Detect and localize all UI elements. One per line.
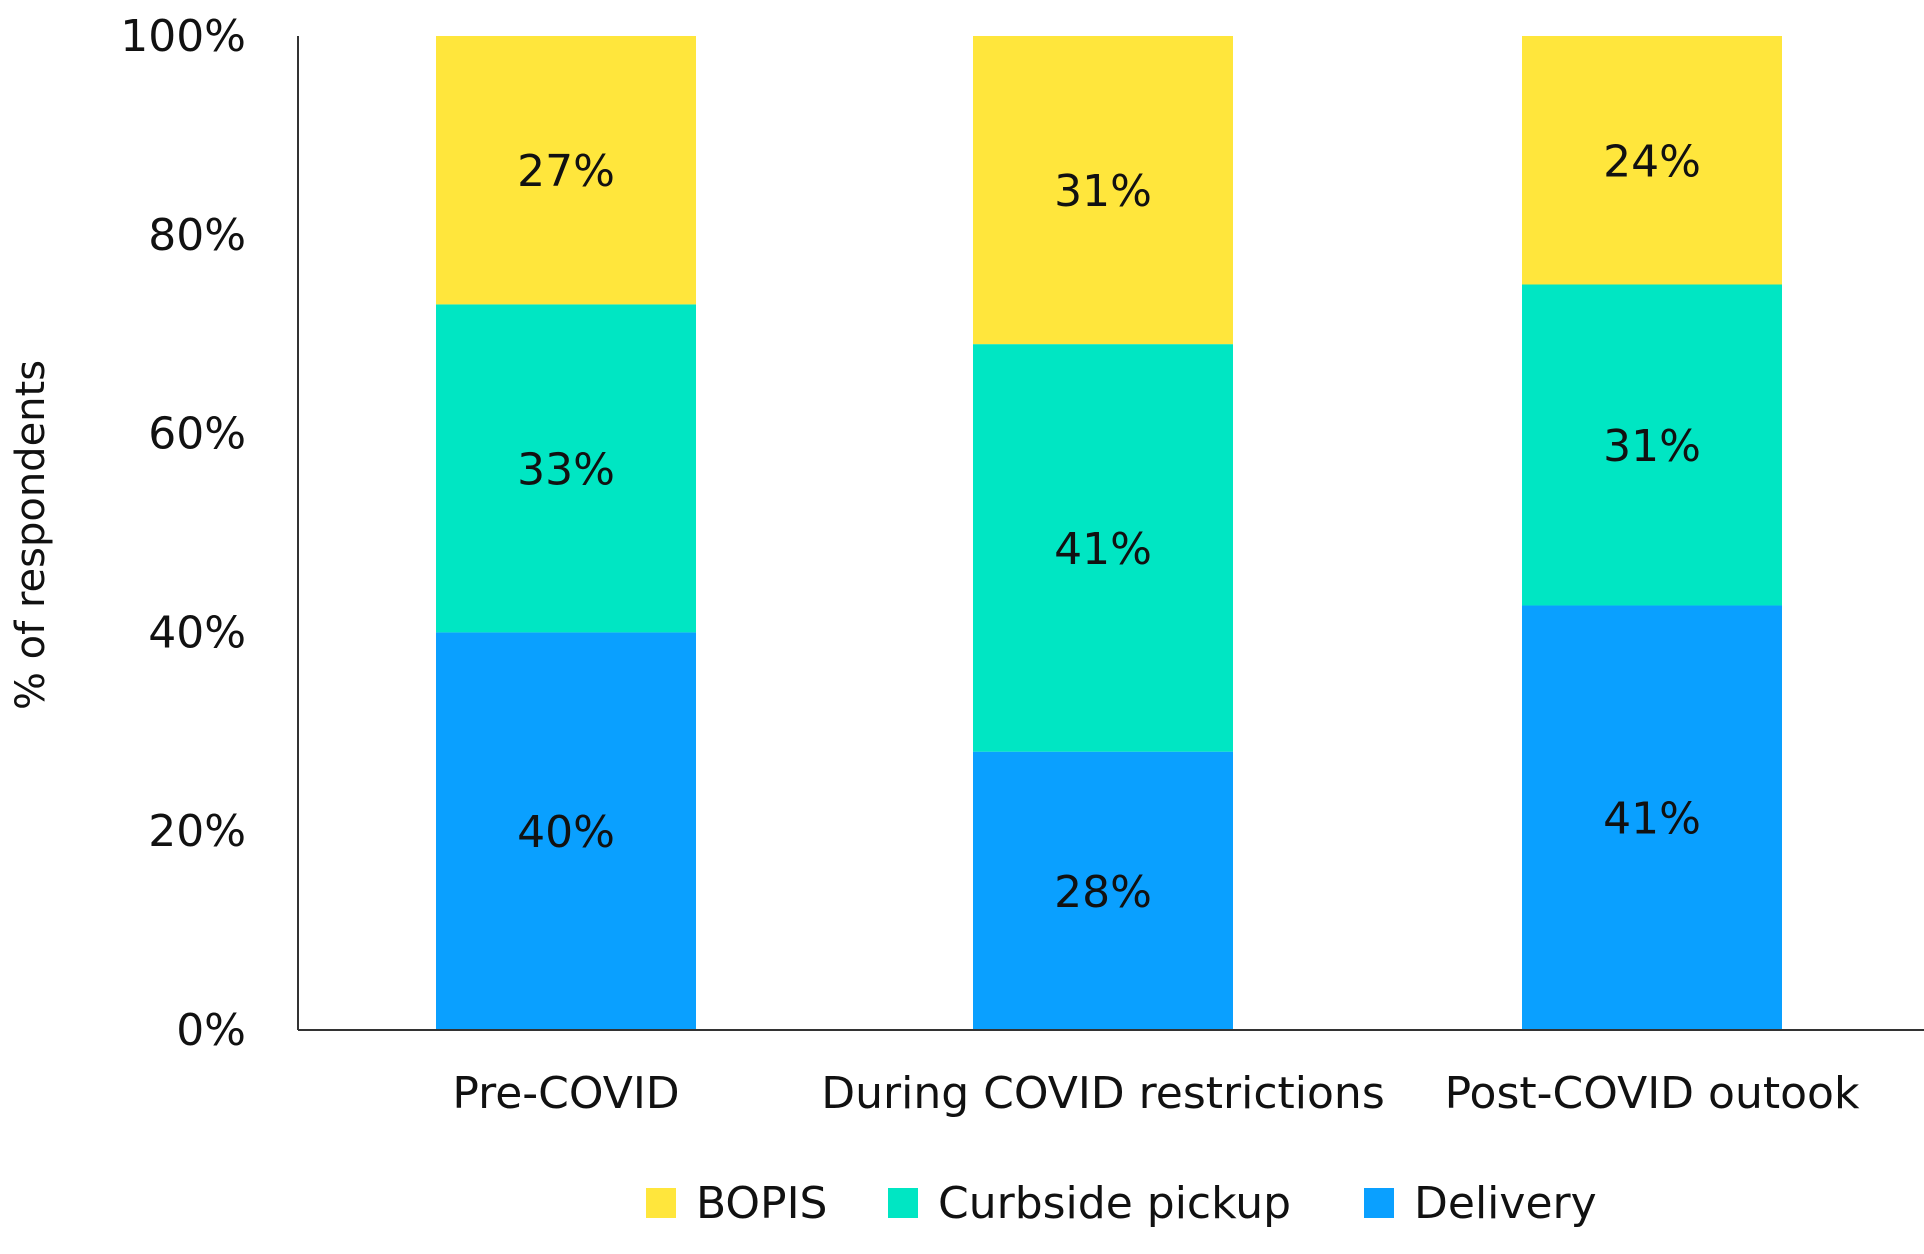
bar-segment-bopis [1522, 36, 1782, 285]
legend: BOPIS Curbside pickup Delivery [646, 1178, 1597, 1229]
legend-label: Curbside pickup [938, 1178, 1291, 1229]
data-label: 41% [1603, 794, 1701, 845]
y-tick-label: 100% [120, 11, 246, 62]
y-tick-label: 40% [148, 607, 246, 658]
y-tick-labels: 0% 20% 40% 60% 80% 100% [120, 11, 246, 1056]
y-tick-label: 0% [176, 1005, 246, 1056]
category-label: Pre-COVID [452, 1068, 679, 1119]
data-label: 40% [517, 807, 615, 858]
legend-label: Delivery [1414, 1178, 1597, 1229]
legend-swatch [646, 1188, 676, 1218]
legend-label: BOPIS [696, 1178, 827, 1229]
data-label: 28% [1054, 867, 1152, 918]
bar-segment-bopis [973, 36, 1233, 345]
data-label: 27% [517, 146, 615, 197]
y-tick-label: 60% [148, 409, 246, 460]
data-label: 41% [1054, 524, 1152, 575]
data-label: 33% [517, 444, 615, 495]
bar-segment-delivery [436, 632, 696, 1030]
y-axis-label: % of respondents [8, 360, 54, 710]
bars-group [436, 36, 1782, 1030]
data-label: 31% [1603, 421, 1701, 472]
data-label: 24% [1603, 136, 1701, 187]
y-tick-label: 20% [148, 806, 246, 857]
bar-segment-curbside-pickup [1522, 284, 1782, 606]
legend-swatch [1364, 1188, 1394, 1218]
bar-segment-bopis [436, 36, 696, 305]
segment-labels-group: 40% 33% 27% 28% 41% 31% 41% 31% 24% [517, 136, 1701, 918]
category-labels: Pre-COVID During COVID restrictions Post-C… [452, 1068, 1860, 1119]
data-label: 31% [1054, 166, 1152, 217]
category-label: During COVID restrictions [821, 1068, 1385, 1119]
y-tick-label: 80% [148, 210, 246, 261]
bar-segment-curbside-pickup [973, 344, 1233, 752]
bar-segment-curbside-pickup [436, 304, 696, 633]
legend-swatch [888, 1188, 918, 1218]
bar-segment-delivery [1522, 605, 1782, 1030]
category-label: Post-COVID outook [1445, 1068, 1860, 1119]
bar-segment-delivery [973, 751, 1233, 1030]
